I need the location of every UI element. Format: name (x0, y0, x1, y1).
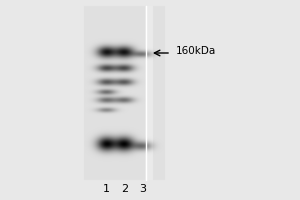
Text: 1: 1 (103, 184, 110, 194)
Text: 160kDa: 160kDa (176, 46, 216, 56)
Text: 3: 3 (139, 184, 146, 194)
Text: 2: 2 (121, 184, 128, 194)
